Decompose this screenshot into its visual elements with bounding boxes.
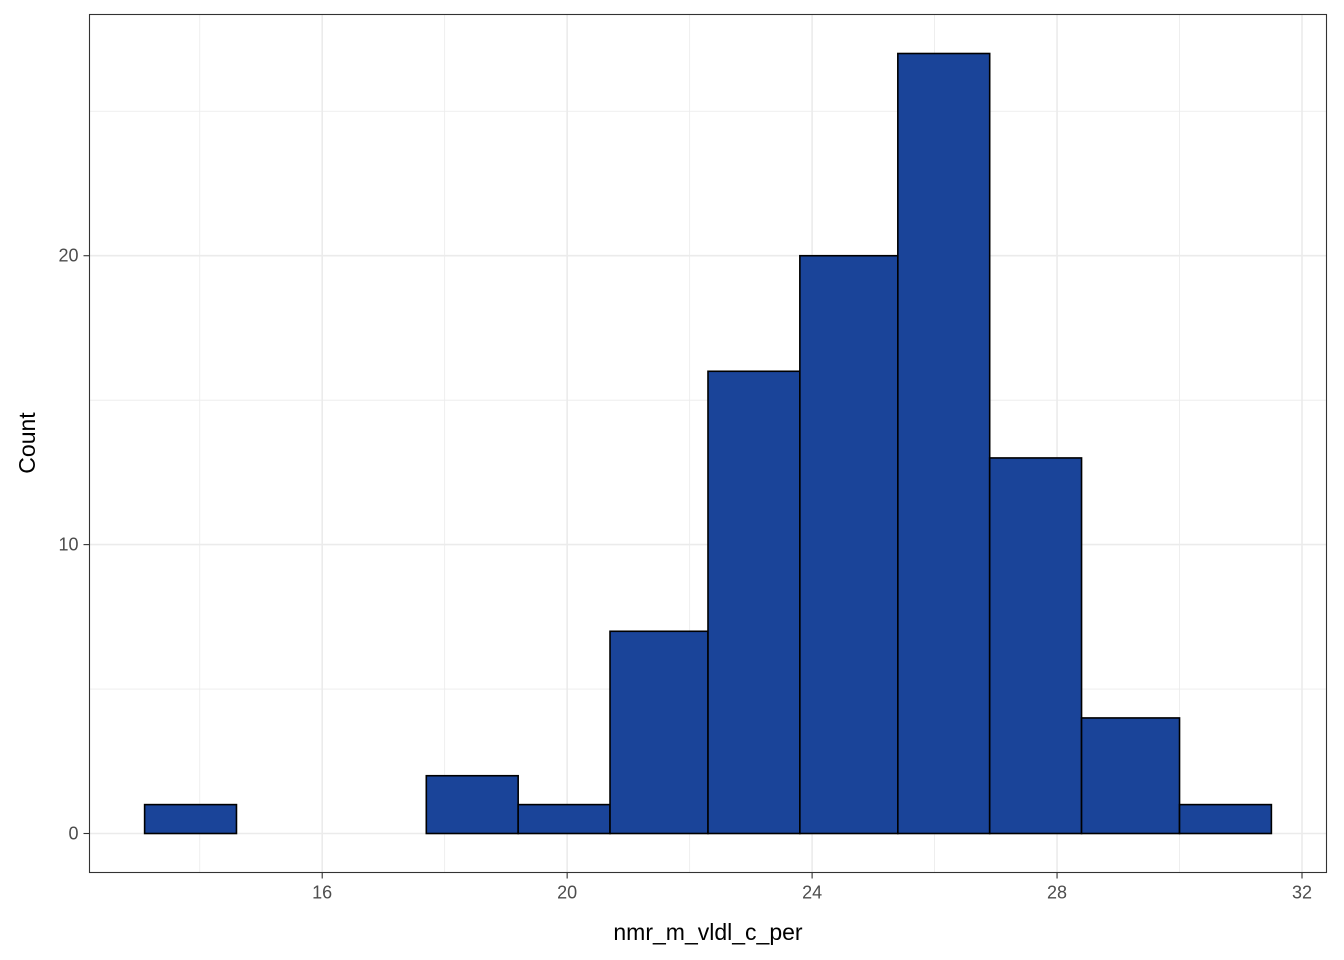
histogram-bar-6 <box>609 630 709 835</box>
x-axis-title: nmr_m_vldl_c_per <box>613 919 803 945</box>
histogram-bar-10 <box>988 457 1083 835</box>
x-tick-label: 20 <box>557 883 577 903</box>
histogram-bar-8 <box>799 254 899 835</box>
x-axis-ticks: 16 20 24 28 32 <box>312 872 1312 903</box>
y-tick-label: 10 <box>58 535 78 555</box>
x-tick-label: 24 <box>802 883 822 903</box>
x-tick-label: 28 <box>1047 883 1067 903</box>
histogram-bar-5 <box>517 803 611 835</box>
histogram-bar-4 <box>425 774 519 835</box>
x-tick-label: 16 <box>312 883 332 903</box>
histogram-bar-1 <box>143 803 238 835</box>
histogram-bar-12 <box>1178 803 1273 835</box>
histogram-bar-11 <box>1080 717 1181 835</box>
y-tick-label: 20 <box>58 246 78 266</box>
histogram-bar-9 <box>897 52 991 835</box>
bars <box>143 52 1273 835</box>
x-tick-label: 32 <box>1292 883 1312 903</box>
histogram-bar-7 <box>707 370 801 835</box>
y-axis-title: Count <box>14 412 40 474</box>
y-tick-label: 0 <box>68 824 78 844</box>
panel-border <box>88 13 1328 874</box>
y-axis-ticks: 0 10 20 <box>58 246 90 844</box>
